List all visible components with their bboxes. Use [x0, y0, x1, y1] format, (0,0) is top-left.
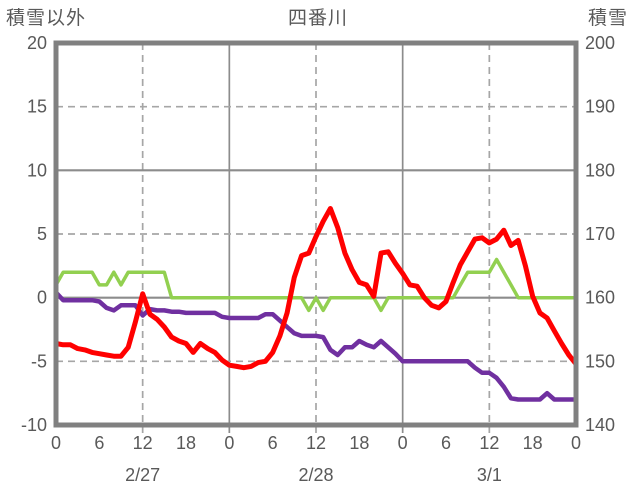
right-axis-tick-label: 170: [585, 224, 615, 244]
hour-tick-label: 12: [479, 433, 499, 453]
left-axis-tick-label: 15: [27, 97, 47, 117]
left-axis-tick-label: 0: [37, 288, 47, 308]
right-axis-tick-label: 180: [585, 160, 615, 180]
purple-line: [53, 290, 579, 402]
hour-tick-label: 0: [398, 433, 408, 453]
hour-tick-label: 18: [176, 433, 196, 453]
hour-tick-label: 0: [51, 433, 61, 453]
left-axis-tick-label: -10: [21, 415, 47, 435]
hour-tick-label: 0: [224, 433, 234, 453]
left-axis-tick-label: 5: [37, 224, 47, 244]
date-label: 2/28: [298, 465, 333, 485]
plot-frame: [53, 40, 579, 428]
chart-title: 四番川: [287, 8, 348, 29]
hour-tick-label: 6: [268, 433, 278, 453]
left-axis-tick-label: -5: [31, 351, 47, 371]
right-axis-tick-label: 140: [585, 415, 615, 435]
hour-tick-label: 18: [523, 433, 543, 453]
hour-tick-label: 6: [441, 433, 451, 453]
left-axis-tick-label: 20: [27, 33, 47, 53]
right-axis-tick-label: 190: [585, 97, 615, 117]
right-axis-tick-label: 150: [585, 351, 615, 371]
left-axis-tick-label: 10: [27, 160, 47, 180]
hour-tick-label: 18: [349, 433, 369, 453]
red-line: [53, 206, 579, 371]
green-line: [54, 257, 578, 313]
hour-tick-label: 6: [94, 433, 104, 453]
hour-tick-label: 12: [133, 433, 153, 453]
right-axis-tick-label: 200: [585, 33, 615, 53]
date-label: 3/1: [477, 465, 502, 485]
hour-tick-label: 12: [306, 433, 326, 453]
date-label: 2/27: [125, 465, 160, 485]
right-axis-title: 積雪: [587, 8, 628, 29]
hour-tick-label: 0: [571, 433, 581, 453]
right-axis-tick-label: 160: [585, 288, 615, 308]
left-axis-title: 積雪以外: [6, 8, 87, 29]
